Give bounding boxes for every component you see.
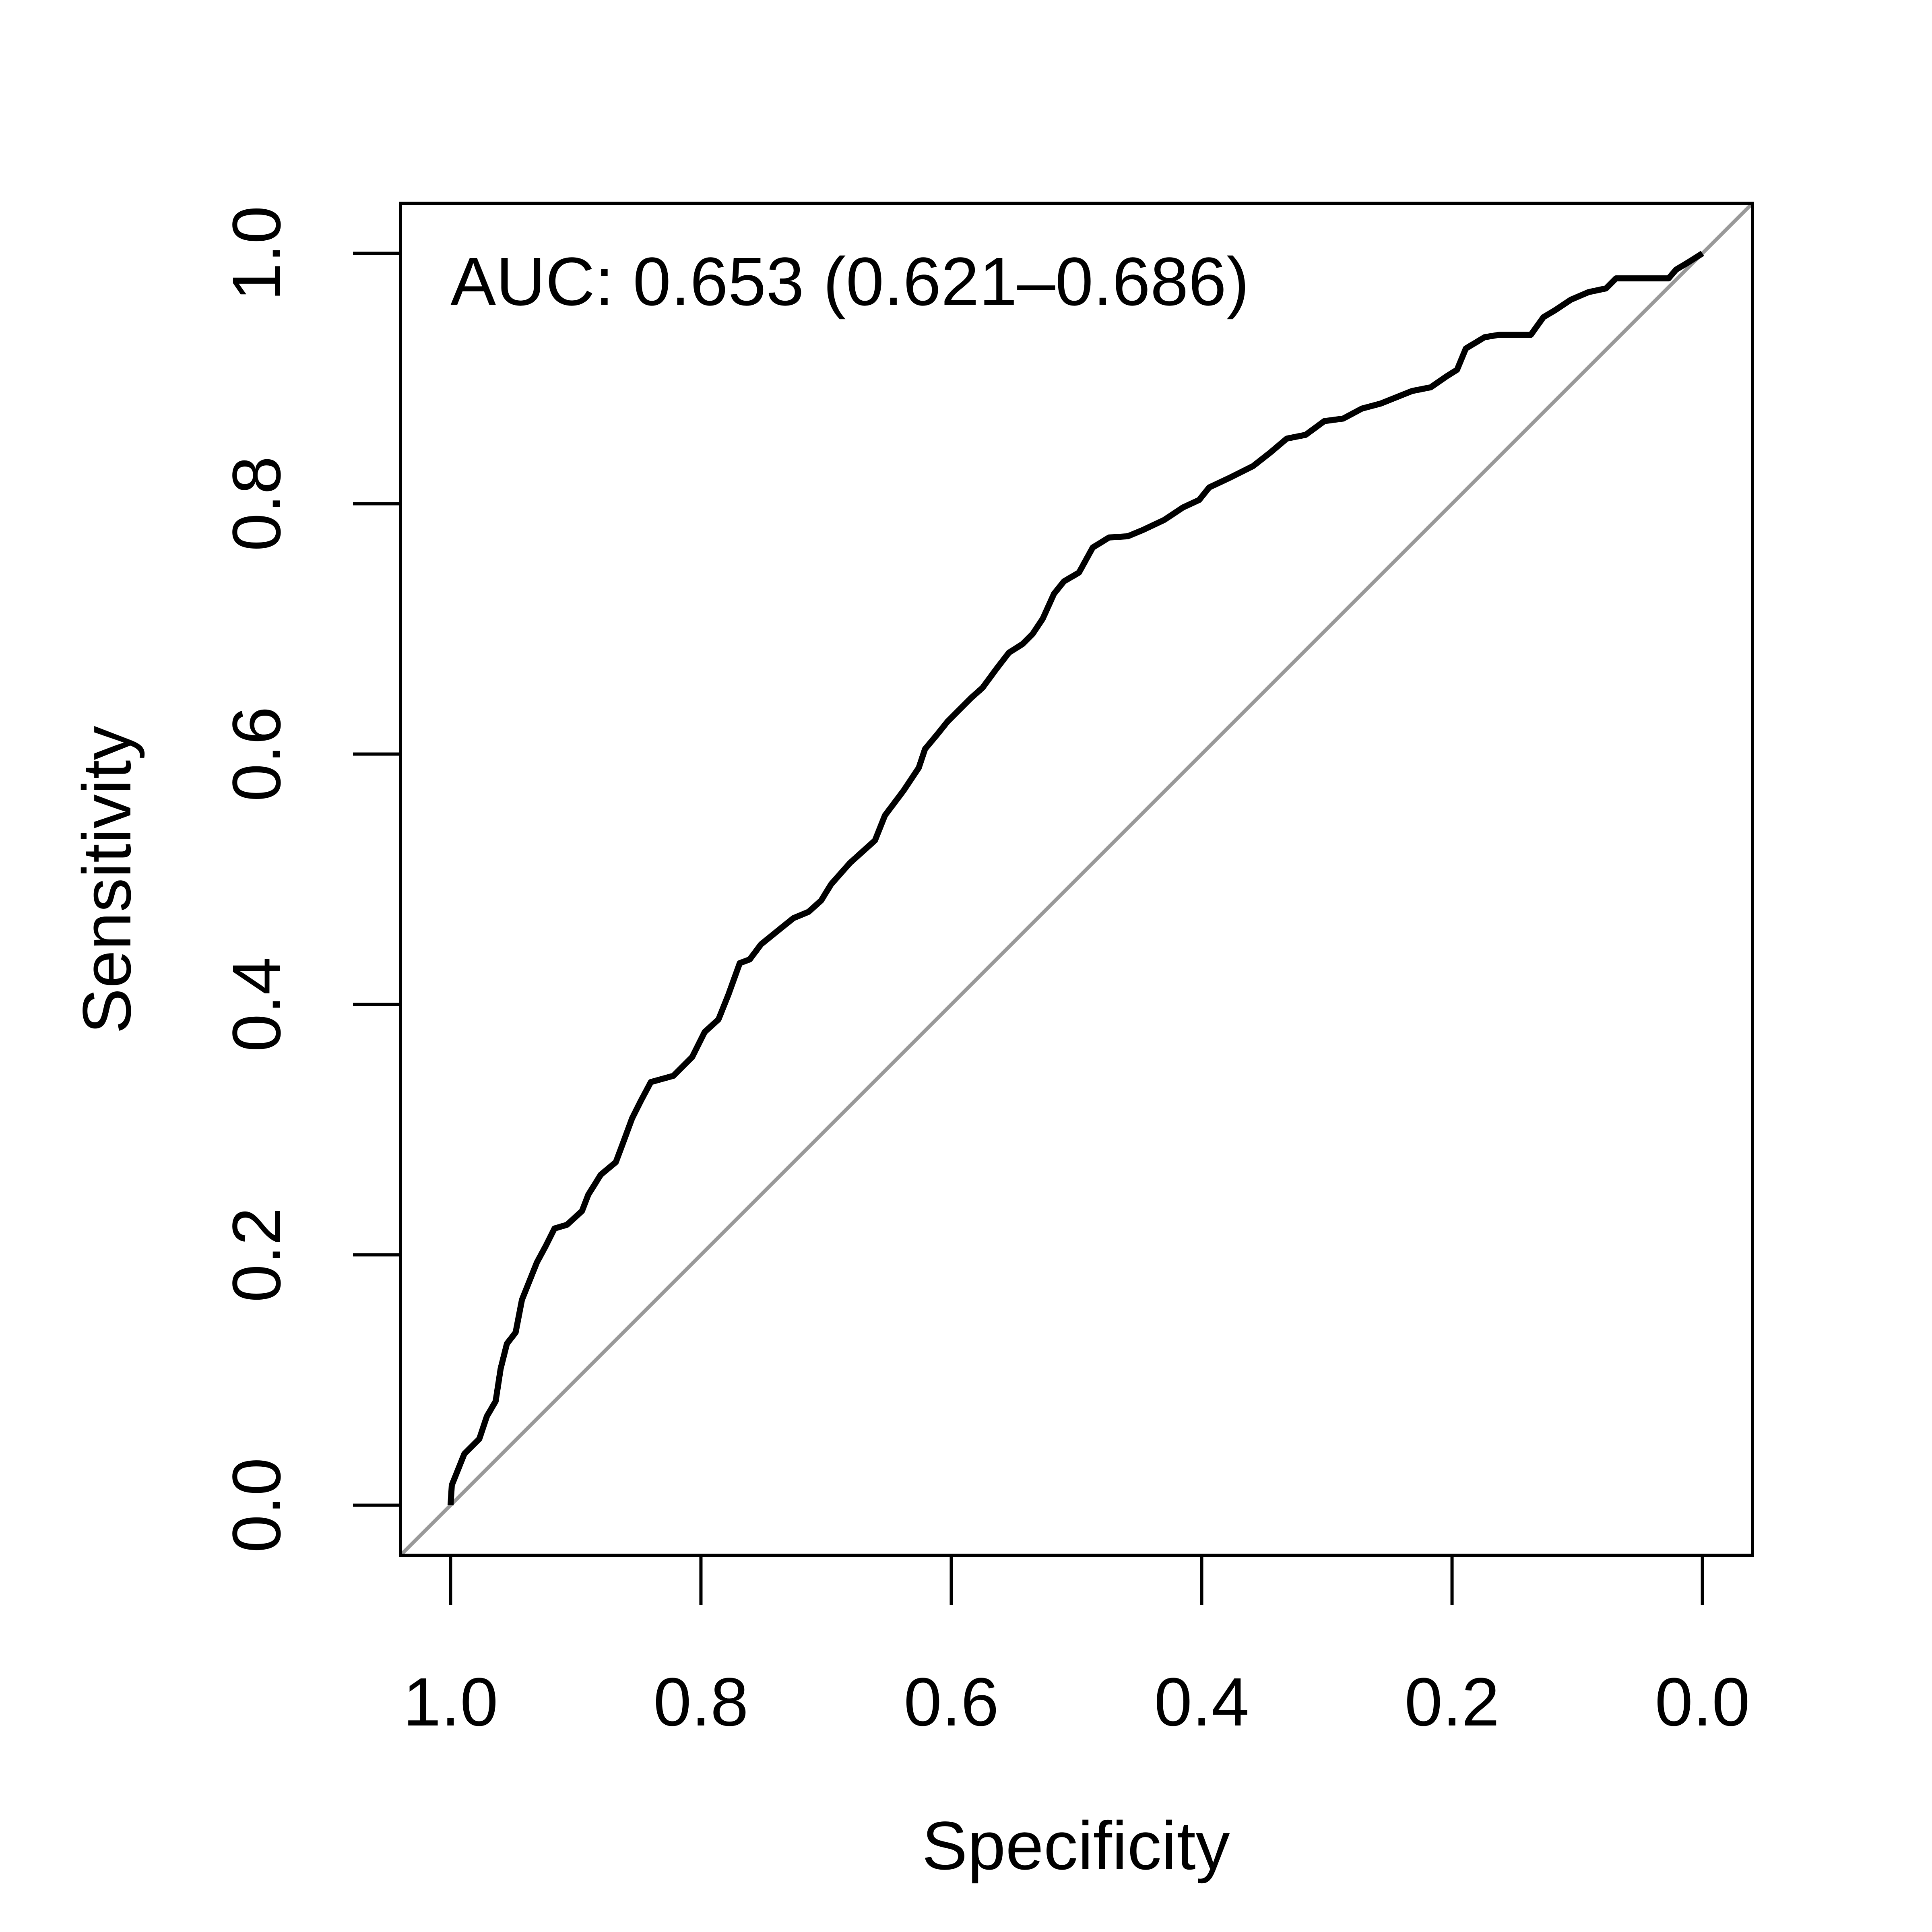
roc-curve <box>447 251 1704 1506</box>
y-tick-label: 0.0 <box>219 1457 295 1552</box>
x-tick-label: 0.2 <box>1404 1664 1499 1740</box>
x-tick-label: 0.0 <box>1655 1664 1750 1740</box>
x-tick-label: 1.0 <box>403 1664 498 1740</box>
reference-diagonal <box>399 202 1754 1557</box>
y-tick-label: 0.4 <box>219 957 295 1052</box>
y-tick-label: 0.6 <box>219 706 295 801</box>
x-tick-label: 0.8 <box>653 1664 748 1740</box>
y-tick-label: 1.0 <box>219 206 295 301</box>
y-tick-label: 0.8 <box>219 456 295 551</box>
x-tick-label: 0.4 <box>1154 1664 1249 1740</box>
plot-frame <box>399 202 1754 1557</box>
auc-annotation: AUC: 0.653 (0.621–0.686) <box>450 244 1249 320</box>
y-axis-label: Sensitivity <box>69 726 145 1034</box>
x-tick-label: 0.6 <box>904 1664 999 1740</box>
x-axis-label: Specificity <box>922 1808 1230 1884</box>
y-tick-label: 0.2 <box>219 1207 295 1302</box>
